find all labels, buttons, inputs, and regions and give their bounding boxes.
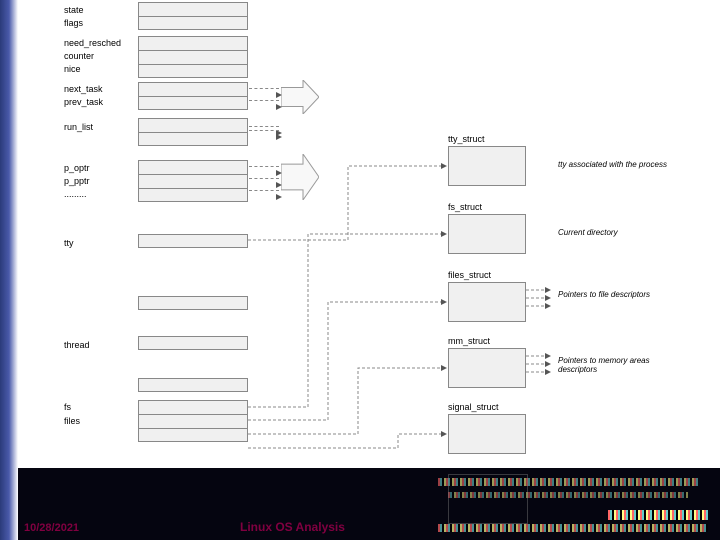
dash-connector <box>249 166 279 167</box>
arrowhead-icon <box>276 127 282 145</box>
footer-title: Linux OS Analysis <box>240 520 345 534</box>
struct-box <box>448 348 526 388</box>
dash-connector <box>249 190 279 191</box>
field-label: p_pptr <box>64 176 90 186</box>
struct-box <box>448 282 526 322</box>
dash-connector <box>249 178 279 179</box>
struct-description: tty associated with the process <box>558 160 678 169</box>
struct-group <box>138 118 248 146</box>
field-label: nice <box>64 64 81 74</box>
field-label: next_task <box>64 84 103 94</box>
struct-group <box>138 336 248 350</box>
arrowhead-icon <box>276 97 282 115</box>
corrupted-region <box>18 468 720 540</box>
field-label: thread <box>64 340 90 350</box>
side-accent-bar <box>0 0 18 540</box>
arrowhead-icon <box>276 187 282 205</box>
struct-group <box>138 400 248 442</box>
struct-group <box>138 160 248 202</box>
diagram-container: state flags need_reschedcounter nice next_ta… <box>18 0 720 470</box>
field-label: run_list <box>64 122 93 132</box>
dash-connector <box>249 130 279 131</box>
struct-description: Current directory <box>558 228 678 237</box>
dash-connector <box>249 100 279 101</box>
struct-group <box>138 82 248 110</box>
dash-connector <box>249 126 279 127</box>
pointer-arrow-big <box>281 80 319 114</box>
field-label: tty <box>64 238 74 248</box>
footer-date: 10/28/2021 <box>24 522 79 534</box>
struct-title: tty_struct <box>448 134 485 144</box>
struct-box <box>448 146 526 186</box>
struct-group <box>138 2 248 30</box>
struct-group <box>138 234 248 248</box>
field-label: files <box>64 416 80 426</box>
field-label: p_optr <box>64 163 90 173</box>
field-label: counter <box>64 51 94 61</box>
field-label: state <box>64 5 84 15</box>
dash-connector <box>249 88 279 89</box>
field-label: ......... <box>64 189 87 199</box>
struct-description: Pointers to file descriptors <box>558 290 678 299</box>
struct-group <box>138 296 248 310</box>
struct-description: Pointers to memory areas descriptors <box>558 356 678 374</box>
pointer-arrow-big <box>281 154 319 200</box>
field-label: flags <box>64 18 83 28</box>
field-label: need_resched <box>64 38 121 48</box>
struct-group <box>138 378 248 392</box>
struct-title: fs_struct <box>448 202 482 212</box>
struct-title: files_struct <box>448 270 491 280</box>
struct-box <box>448 414 526 454</box>
struct-group <box>138 36 248 78</box>
struct-box <box>448 214 526 254</box>
field-label: fs <box>64 402 71 412</box>
field-label: prev_task <box>64 97 103 107</box>
struct-title: signal_struct <box>448 402 499 412</box>
struct-title: mm_struct <box>448 336 490 346</box>
